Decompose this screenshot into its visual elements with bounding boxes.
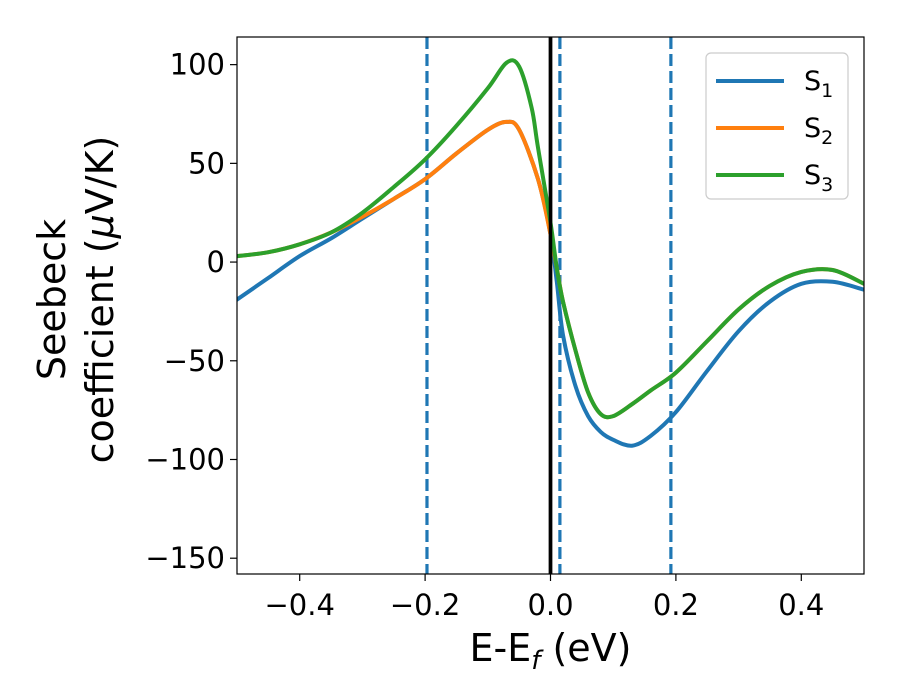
- y-tick-label: 0: [207, 245, 225, 279]
- x-tick-label: 0.4: [778, 588, 824, 622]
- y-axis-label-line1: Seebeck: [30, 219, 74, 380]
- y-axis-label-line2: coefficient (μV/K): [78, 136, 122, 464]
- x-tick-label: 0.2: [653, 588, 699, 622]
- y-tick-label: 50: [188, 146, 225, 180]
- legend: S1 S2 S3: [705, 52, 849, 200]
- x-tick-label: −0.4: [264, 588, 334, 622]
- y-tick-label: −100: [145, 442, 225, 476]
- legend-label-s2: S2: [804, 113, 833, 149]
- legend-label-s1: S1: [804, 66, 833, 102]
- y-tick-label: 100: [170, 48, 225, 82]
- legend-label-s3: S3: [804, 160, 833, 196]
- x-axis-ticks: −0.4 −0.2 0.0 0.2 0.4: [264, 574, 824, 622]
- plot-frame: [236, 36, 865, 575]
- y-axis-ticks: 100 50 0 −50 −100 −150: [145, 48, 237, 575]
- series-lines: [237, 37, 864, 574]
- y-tick-label: −50: [164, 344, 225, 378]
- y-tick-label: −150: [145, 541, 225, 575]
- x-axis-label: E-Ef (eV): [470, 626, 632, 676]
- x-tick-label: −0.2: [390, 588, 460, 622]
- x-tick-label: 0.0: [527, 588, 573, 622]
- series-line-s3: [237, 58, 864, 420]
